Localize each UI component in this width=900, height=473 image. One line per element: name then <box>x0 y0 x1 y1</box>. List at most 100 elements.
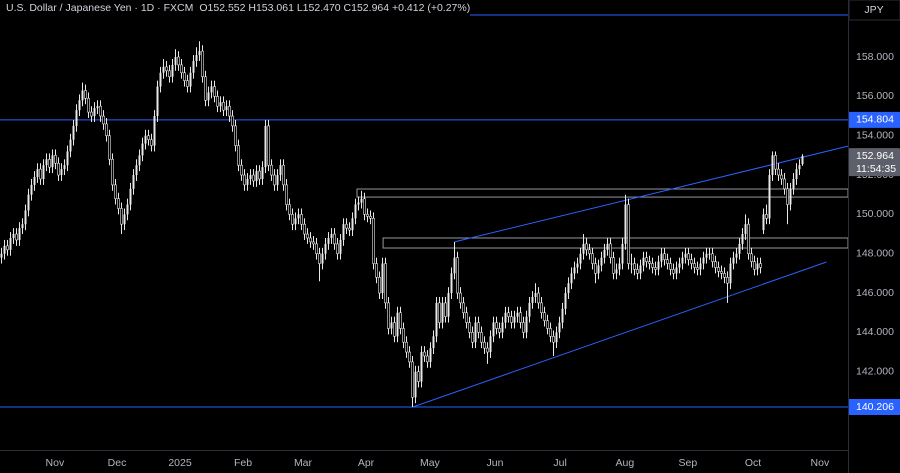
candle-body <box>48 159 51 168</box>
candle-body <box>744 224 747 235</box>
candle-body <box>132 175 135 189</box>
candle-body <box>681 257 684 264</box>
candle-body <box>72 125 75 140</box>
level-label-box <box>849 399 900 416</box>
candle-body <box>177 56 180 66</box>
candle-body <box>144 135 147 144</box>
level-label: 154.804 <box>856 114 894 126</box>
candle-body <box>279 165 282 176</box>
candle-body <box>66 151 69 166</box>
candle-body <box>135 165 138 176</box>
candle-body <box>654 267 657 270</box>
candle-body <box>285 184 288 205</box>
currency-button[interactable] <box>848 0 900 21</box>
candle-body <box>651 263 654 268</box>
candle-body <box>432 336 435 349</box>
candle-body <box>633 263 636 270</box>
candle-body <box>678 263 681 268</box>
currency-label[interactable]: JPY <box>864 4 883 16</box>
candle-body <box>549 328 552 337</box>
candle-body <box>87 98 90 113</box>
candle-body <box>213 86 216 97</box>
candle-body <box>93 108 96 117</box>
candle-body <box>297 214 300 219</box>
symbol-title: U.S. Dollar / Japanese Yen · 1D · FXCM <box>6 2 193 14</box>
candle-body <box>759 263 762 268</box>
candle-body <box>39 168 42 180</box>
candle-body <box>459 292 462 304</box>
candle-body <box>738 243 741 254</box>
candle-body <box>525 316 528 333</box>
candle-body <box>477 322 480 333</box>
candle-body <box>684 253 687 258</box>
candle-body <box>753 261 756 270</box>
y-tick-label: 142.000 <box>856 366 894 378</box>
candle-body <box>543 312 546 321</box>
candle-body <box>207 92 210 101</box>
candle-body <box>465 312 468 323</box>
candle-body <box>606 243 609 250</box>
x-tick-label: Dec <box>108 457 127 469</box>
candle-body <box>27 194 30 211</box>
candle-body <box>597 265 600 274</box>
candle-body <box>81 90 84 101</box>
candle-body <box>249 175 252 179</box>
candle-body <box>294 218 297 225</box>
candle-body <box>771 155 774 176</box>
candle-body <box>399 312 402 329</box>
candle-body <box>9 237 12 250</box>
last-price-box <box>849 148 900 177</box>
candle-body <box>186 80 189 87</box>
candle-body <box>54 155 57 164</box>
candle-body <box>363 198 366 215</box>
candle-body <box>378 277 381 294</box>
candle-body <box>114 184 117 199</box>
candle-body <box>216 96 219 107</box>
candle-body <box>321 253 324 264</box>
candle-body <box>150 139 153 146</box>
candle-body <box>702 257 705 264</box>
candle-body <box>12 234 15 238</box>
candle-body <box>507 312 510 317</box>
candle-body <box>369 216 372 219</box>
candle-body <box>276 175 279 185</box>
candle-body <box>768 175 771 219</box>
candle-body <box>42 165 45 179</box>
candle-body <box>627 204 630 264</box>
candle-body <box>531 296 534 303</box>
candle-body <box>141 143 144 156</box>
candle-body <box>429 348 432 362</box>
candle-body <box>120 208 123 225</box>
candle-body <box>387 302 390 329</box>
candle-body <box>498 328 501 333</box>
candle-body <box>126 204 129 215</box>
candle-body <box>63 165 66 170</box>
candle-body <box>450 273 453 294</box>
candle-body <box>480 332 483 343</box>
candle-body <box>462 302 465 314</box>
candle-body <box>198 51 201 56</box>
x-tick-label: Mar <box>294 457 313 469</box>
candle-body <box>783 178 786 190</box>
candle-body <box>402 328 405 343</box>
candle-body <box>303 223 306 235</box>
candle-body <box>156 86 159 117</box>
candle-body <box>231 115 234 127</box>
candle-body <box>486 347 489 353</box>
y-tick-label: 158.000 <box>856 51 894 63</box>
candle-body <box>408 351 411 363</box>
candle-body <box>801 156 804 165</box>
candle-body <box>414 371 417 398</box>
candle-body <box>639 265 642 274</box>
candle-body <box>255 171 258 181</box>
candle-body <box>96 106 99 109</box>
candle-body <box>189 72 192 87</box>
candle-body <box>483 341 486 349</box>
price-axis <box>848 0 900 473</box>
candle-body <box>675 267 678 274</box>
candle-body <box>726 277 729 284</box>
candle-body <box>111 159 114 186</box>
candle-body <box>222 101 225 111</box>
candle-body <box>795 169 798 179</box>
